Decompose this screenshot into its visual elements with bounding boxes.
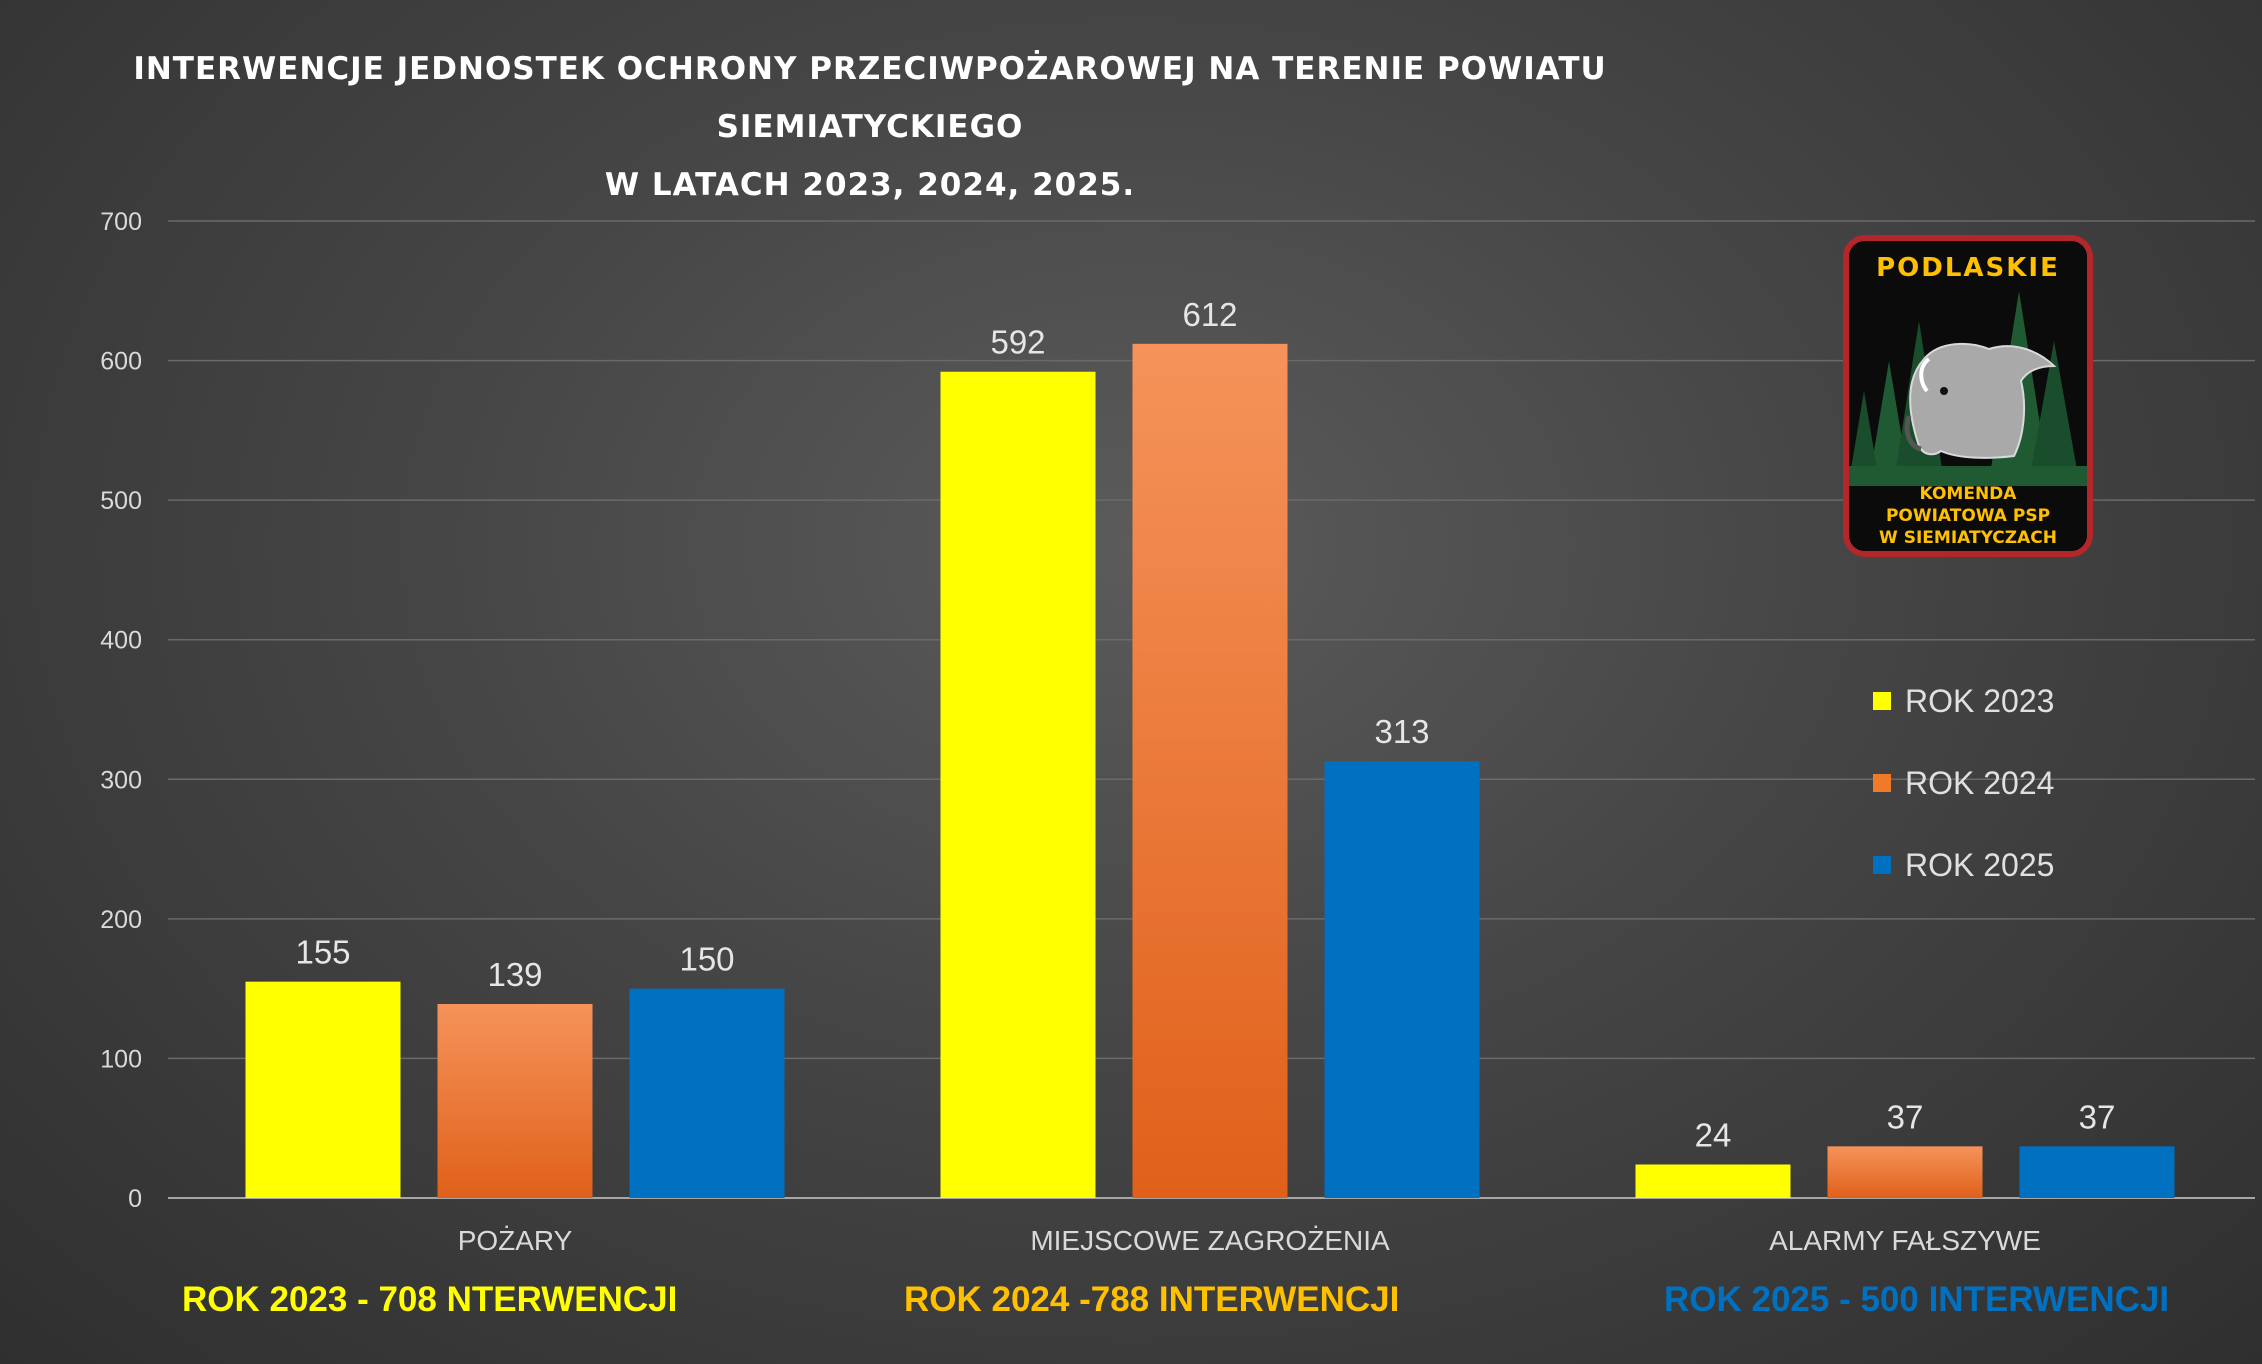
summary-2024: ROK 2024 -788 INTERWENCJI (904, 1280, 1400, 1319)
unit-badge: PODLASKIE KOMENDA POWIATOWA PSP W SIEMIA… (1843, 235, 2093, 557)
legend-item-2024: ROK 2024 (1873, 742, 2054, 824)
badge-line-1: KOMENDA (1920, 484, 2018, 504)
legend-label-2024: ROK 2024 (1905, 764, 2055, 801)
bar-2-series-2 (1132, 343, 1288, 1198)
data-label: 612 (1182, 296, 1237, 333)
bar-1-series-2 (437, 1003, 593, 1198)
legend-item-2023: ROK 2023 (1873, 660, 2054, 742)
y-tick-label: 200 (100, 906, 142, 934)
legend-swatch-2025 (1873, 856, 1891, 874)
bar-3-series-1 (1635, 1164, 1791, 1198)
y-tick-label: 600 (100, 348, 142, 376)
chart-title-line-1: INTERWENCJE JEDNOSTEK OCHRONY PRZECIWPOŻ… (133, 51, 1607, 145)
chart-title-line-2: W LATACH 2023, 2024, 2025. (604, 167, 1136, 203)
bar-3-series-3 (2019, 1146, 2175, 1198)
data-label: 155 (295, 934, 350, 971)
bison-forest-icon: PODLASKIE KOMENDA POWIATOWA PSP W SIEMIA… (1849, 241, 2087, 551)
y-tick-label: 300 (100, 766, 142, 794)
data-label: 139 (487, 956, 542, 993)
data-label: 313 (1374, 713, 1429, 750)
bar-3-series-2 (1827, 1146, 1983, 1198)
y-tick-label: 100 (100, 1045, 142, 1073)
badge-line-3: W SIEMIATYCZACH (1879, 528, 2057, 548)
legend: ROK 2023 ROK 2024 ROK 2025 (1873, 660, 2054, 906)
y-tick-label: 700 (100, 208, 142, 236)
legend-label-2025: ROK 2025 (1905, 846, 2055, 883)
bar-1-series-3 (629, 988, 785, 1198)
badge-line-2: POWIATOWA PSP (1886, 506, 2050, 526)
summary-2023: ROK 2023 - 708 NTERWENCJI (182, 1280, 678, 1319)
x-category-label: MIEJSCOWE ZAGROŻENIA (1030, 1225, 1390, 1256)
y-tick-label: 0 (128, 1185, 142, 1213)
data-label: 150 (679, 941, 734, 978)
legend-swatch-2023 (1873, 692, 1891, 710)
x-category-label: ALARMY FAŁSZYWE (1769, 1225, 2041, 1256)
x-category-label: POŻARY (458, 1225, 573, 1256)
bar-2-series-3 (1324, 761, 1480, 1198)
badge-top-text: PODLASKIE (1876, 253, 2060, 283)
bar-1-series-1 (245, 981, 401, 1198)
data-label: 24 (1695, 1117, 1732, 1154)
summary-2025: ROK 2025 - 500 INTERWENCJI (1664, 1280, 2170, 1319)
chart-title: INTERWENCJE JEDNOSTEK OCHRONY PRZECIWPOŻ… (0, 40, 1740, 214)
y-tick-label: 500 (100, 487, 142, 515)
legend-item-2025: ROK 2025 (1873, 824, 2054, 906)
y-tick-label: 400 (100, 627, 142, 655)
bar-2-series-1 (940, 371, 1096, 1198)
data-label: 37 (2079, 1098, 2116, 1135)
legend-label-2023: ROK 2023 (1905, 682, 2055, 719)
data-label: 592 (990, 324, 1045, 361)
data-label: 37 (1887, 1098, 1924, 1135)
legend-swatch-2024 (1873, 774, 1891, 792)
